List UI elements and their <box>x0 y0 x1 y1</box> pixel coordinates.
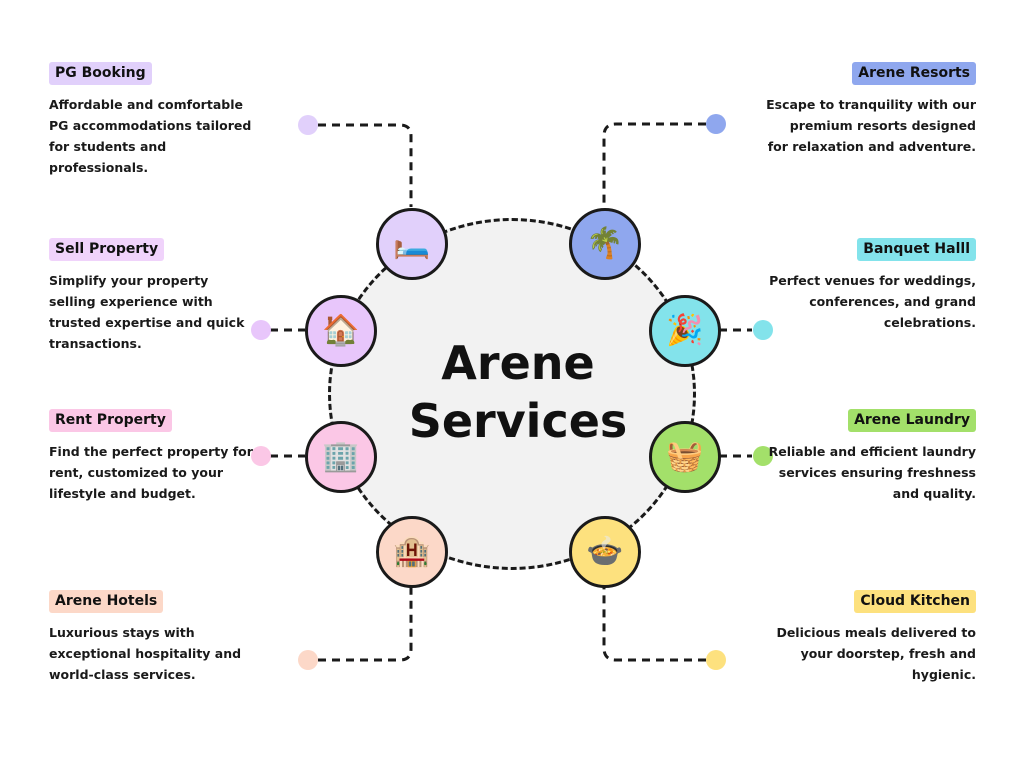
endpoint-dot-cloud-kitchen <box>706 650 726 670</box>
connector-arene-hotels <box>318 586 413 662</box>
endpoint-dot-arene-resorts <box>706 114 726 134</box>
node-arene-hotels: 🏨 <box>376 516 448 588</box>
food-bowl-icon: 🍲 <box>586 534 624 569</box>
house-icon: 🏠 <box>322 313 360 348</box>
connector-cloud-kitchen <box>602 586 706 662</box>
service-label-cloud-kitchen: Cloud Kitchen <box>854 590 976 613</box>
node-pg-booking: 🛏️ <box>376 208 448 280</box>
service-label-pg-booking: PG Booking <box>49 62 152 85</box>
node-cloud-kitchen: 🍲 <box>569 516 641 588</box>
service-label-arene-resorts: Arene Resorts <box>852 62 976 85</box>
service-description-pg-booking: Affordable and comfortable PG accommodat… <box>49 97 252 175</box>
service-label-banquet-hall: Banquet Halll <box>857 238 976 261</box>
basket-icon: 🧺 <box>666 439 704 474</box>
title-line-2: Services <box>408 394 628 448</box>
node-rent-property: 🏢 <box>305 421 377 493</box>
service-description-arene-laundry: Reliable and efficient laundry services … <box>768 444 976 501</box>
node-arene-resorts: 🌴 <box>569 208 641 280</box>
node-arene-laundry: 🧺 <box>649 421 721 493</box>
service-description-arene-resorts: Escape to tranquility with our premium r… <box>766 97 976 154</box>
service-description-sell-property: Simplify your property selling experienc… <box>49 273 245 351</box>
endpoint-dot-banquet-hall <box>753 320 773 340</box>
endpoint-dot-pg-booking <box>298 115 318 135</box>
service-label-arene-laundry: Arene Laundry <box>848 409 976 432</box>
service-card-arene-resorts: Arene Resorts Escape to tranquility with… <box>766 62 976 157</box>
service-label-sell-property: Sell Property <box>49 238 165 261</box>
service-label-arene-hotels: Arene Hotels <box>49 590 164 613</box>
endpoint-dot-rent-property <box>251 446 271 466</box>
service-description-arene-hotels: Luxurious stays with exceptional hospita… <box>49 625 242 682</box>
palm-tree-icon: 🌴 <box>586 226 624 261</box>
service-description-cloud-kitchen: Delicious meals delivered to your doorst… <box>776 625 976 682</box>
service-description-banquet-hall: Perfect venues for weddings, conferences… <box>769 273 976 330</box>
party-popper-icon: 🎉 <box>666 313 704 348</box>
node-banquet-hall: 🎉 <box>649 295 721 367</box>
bed-icon: 🛏️ <box>393 226 431 261</box>
service-card-rent-property: Rent Property Find the perfect property … <box>49 409 259 504</box>
title-line-1: Arene <box>441 336 595 390</box>
hotel-icon: 🏨 <box>393 534 431 569</box>
service-description-rent-property: Find the perfect property for rent, cust… <box>49 444 253 501</box>
endpoint-dot-arene-hotels <box>298 650 318 670</box>
node-sell-property: 🏠 <box>305 295 377 367</box>
service-card-arene-laundry: Arene Laundry Reliable and efficient lau… <box>766 409 976 504</box>
endpoint-dot-arene-laundry <box>753 446 773 466</box>
building-icon: 🏢 <box>322 439 360 474</box>
service-card-pg-booking: PG Booking Affordable and comfortable PG… <box>49 62 259 178</box>
center-ring <box>328 218 696 570</box>
service-card-cloud-kitchen: Cloud Kitchen Delicious meals delivered … <box>766 590 976 685</box>
service-card-arene-hotels: Arene Hotels Luxurious stays with except… <box>49 590 259 685</box>
service-label-rent-property: Rent Property <box>49 409 172 432</box>
connector-arene-resorts <box>602 122 706 207</box>
diagram-title: Arene Services <box>368 334 668 450</box>
service-card-banquet-hall: Banquet Halll Perfect venues for wedding… <box>766 238 976 333</box>
connector-pg-booking <box>318 123 413 207</box>
service-card-sell-property: Sell Property Simplify your property sel… <box>49 238 259 354</box>
endpoint-dot-sell-property <box>251 320 271 340</box>
